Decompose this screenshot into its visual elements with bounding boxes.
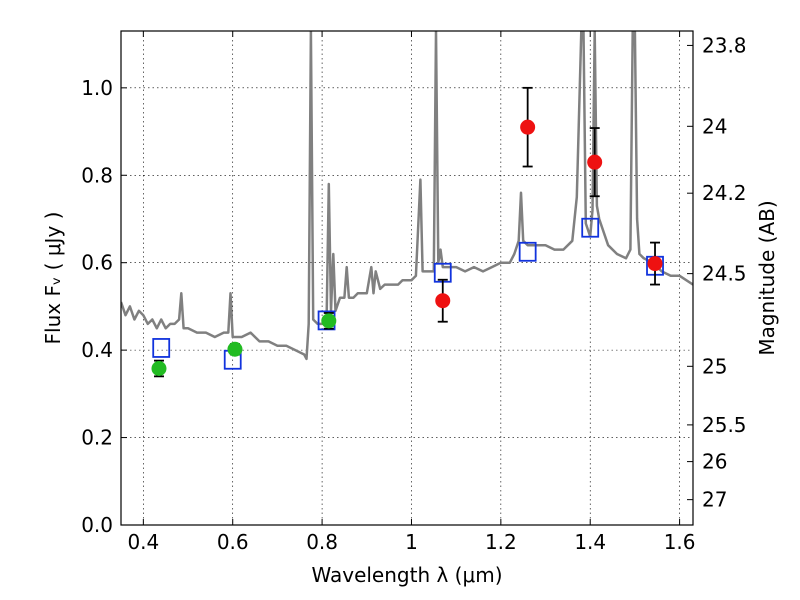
model-photometry-square: [581, 217, 600, 238]
x-tick-label: 0.6: [217, 530, 249, 554]
x-tick-label: 1.6: [664, 530, 696, 554]
y-axis-ticks: 0.0 0.2 0.4 0.6 0.8 1.0: [81, 76, 127, 537]
model-photometry-square: [152, 338, 171, 358]
model-spectrum-line: [121, 31, 693, 361]
y2-tick-label: 25.5: [702, 413, 747, 437]
y2-tick-label: 25: [702, 354, 727, 378]
y2-axis-ticks: 23.8 24 24.2 24.5 25 25.5 26 27: [687, 33, 747, 512]
y2-tick-label: 23.8: [702, 33, 747, 57]
y2-tick-label: 24.5: [702, 262, 747, 286]
x-tick-label: 1.4: [574, 530, 606, 554]
grid-lines: [121, 31, 693, 525]
red-data-point: [647, 256, 663, 272]
green-data-point: [227, 341, 243, 357]
x-axis-ticks: 0.4 0.6 0.8 1 1.2 1.4 1.6: [127, 31, 696, 554]
y-tick-label: 0.8: [81, 163, 113, 187]
y2-tick-label: 24: [702, 114, 727, 138]
observed-points: [151, 119, 663, 376]
x-tick-label: 1.2: [485, 530, 517, 554]
red-data-point: [435, 293, 451, 309]
red-data-point: [520, 119, 536, 135]
y-tick-label: 0.2: [81, 426, 113, 450]
y2-tick-label: 26: [702, 450, 727, 474]
y-tick-label: 0.6: [81, 251, 113, 275]
x-tick-label: 1: [405, 530, 418, 554]
y-tick-label: 0.0: [81, 513, 113, 537]
x-tick-label: 0.8: [306, 530, 338, 554]
y2-tick-label: 27: [702, 488, 727, 512]
model-photometry-square: [518, 241, 537, 262]
green-data-point: [151, 360, 167, 376]
plot-frame: [120, 30, 694, 526]
green-data-point: [321, 313, 337, 329]
y2-tick-label: 24.2: [702, 181, 747, 205]
y-tick-label: 1.0: [81, 76, 113, 100]
x-axis-label: Wavelength λ (μm): [311, 563, 502, 587]
y-axis-label: Flux Fᵥ ( μJy ): [41, 212, 65, 345]
red-data-point: [587, 154, 603, 170]
y-tick-label: 0.4: [81, 338, 113, 362]
y2-axis-label: Magnitude (AB): [755, 200, 779, 355]
model-spectrum: [121, 31, 693, 361]
x-tick-label: 0.4: [127, 530, 159, 554]
